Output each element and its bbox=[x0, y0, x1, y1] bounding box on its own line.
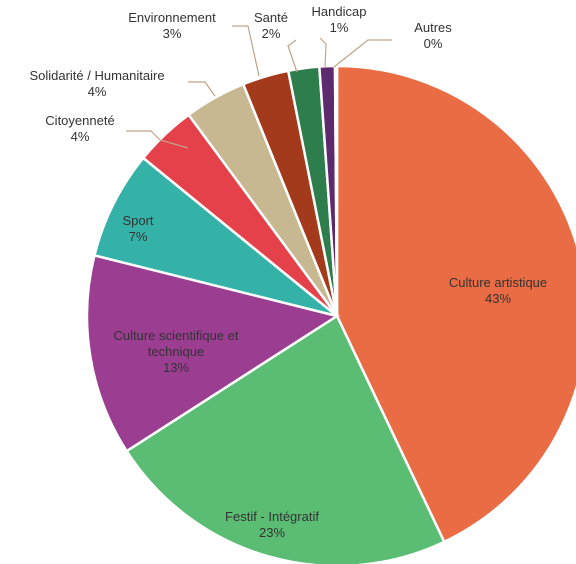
label-citoyennete: Citoyenneté 4% bbox=[45, 113, 114, 144]
leader-solidarite-humanitaire bbox=[188, 81, 216, 97]
leader-citoyennete bbox=[126, 130, 189, 149]
label-culture-artistique: Culture artistique 43% bbox=[449, 275, 547, 306]
slice-labels: Culture artistique 43% Festif - Intégratif… bbox=[29, 4, 547, 540]
label-sport: Sport 7% bbox=[122, 213, 153, 244]
slice-sport bbox=[92, 156, 338, 318]
leader-environnement bbox=[232, 25, 260, 77]
slice-culture-scientifique-et-technique bbox=[85, 253, 341, 453]
leader-lines bbox=[126, 25, 392, 149]
leader-autres bbox=[333, 39, 392, 68]
label-handicap: Handicap 1% bbox=[312, 4, 367, 35]
label-solidarite-humanitaire: Solidarité / Humanitaire 4% bbox=[29, 68, 164, 99]
leader-handicap bbox=[319, 37, 327, 69]
label-environnement: Environnement 3% bbox=[128, 10, 216, 41]
pie-slices bbox=[85, 64, 576, 564]
label-festif-integratif: Festif - Intégratif 23% bbox=[225, 509, 319, 540]
leader-sante bbox=[287, 39, 298, 73]
slice-festif-integratif bbox=[124, 314, 446, 564]
slice-culture-artistique bbox=[335, 64, 576, 544]
label-sante: Santé 2% bbox=[254, 10, 288, 41]
label-culture-scientifique-et-technique: Culture scientifique et technique 13% bbox=[113, 328, 238, 375]
label-autres: Autres 0% bbox=[414, 20, 452, 51]
